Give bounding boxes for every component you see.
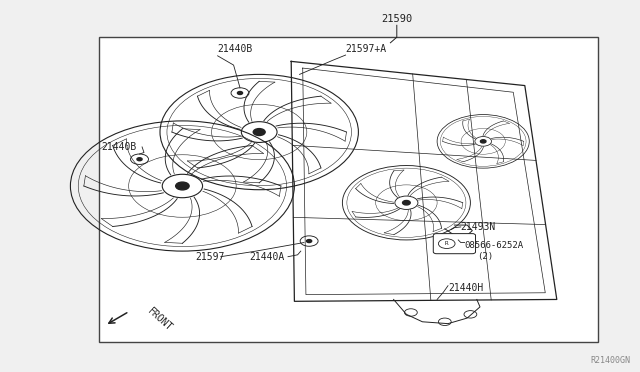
FancyBboxPatch shape: [433, 234, 476, 254]
Circle shape: [481, 140, 486, 143]
Text: FRONT: FRONT: [146, 306, 175, 333]
Text: 21597: 21597: [195, 252, 225, 262]
Text: 21493N: 21493N: [461, 222, 496, 232]
Circle shape: [175, 182, 189, 190]
Text: 21440A: 21440A: [250, 252, 285, 262]
Circle shape: [237, 92, 243, 94]
Text: 21440H: 21440H: [448, 283, 483, 293]
Text: 21440B: 21440B: [218, 44, 253, 54]
Text: R: R: [445, 241, 449, 246]
Circle shape: [137, 158, 142, 161]
Text: (2): (2): [477, 252, 493, 261]
Text: 21590: 21590: [381, 14, 412, 24]
Text: 21440B: 21440B: [101, 142, 136, 152]
Text: 21597+A: 21597+A: [346, 44, 387, 54]
Circle shape: [307, 240, 312, 243]
Circle shape: [253, 129, 265, 135]
Text: 08566-6252A: 08566-6252A: [465, 241, 524, 250]
Text: R21400GN: R21400GN: [590, 356, 630, 365]
Circle shape: [403, 201, 410, 205]
Bar: [99, 37, 598, 342]
